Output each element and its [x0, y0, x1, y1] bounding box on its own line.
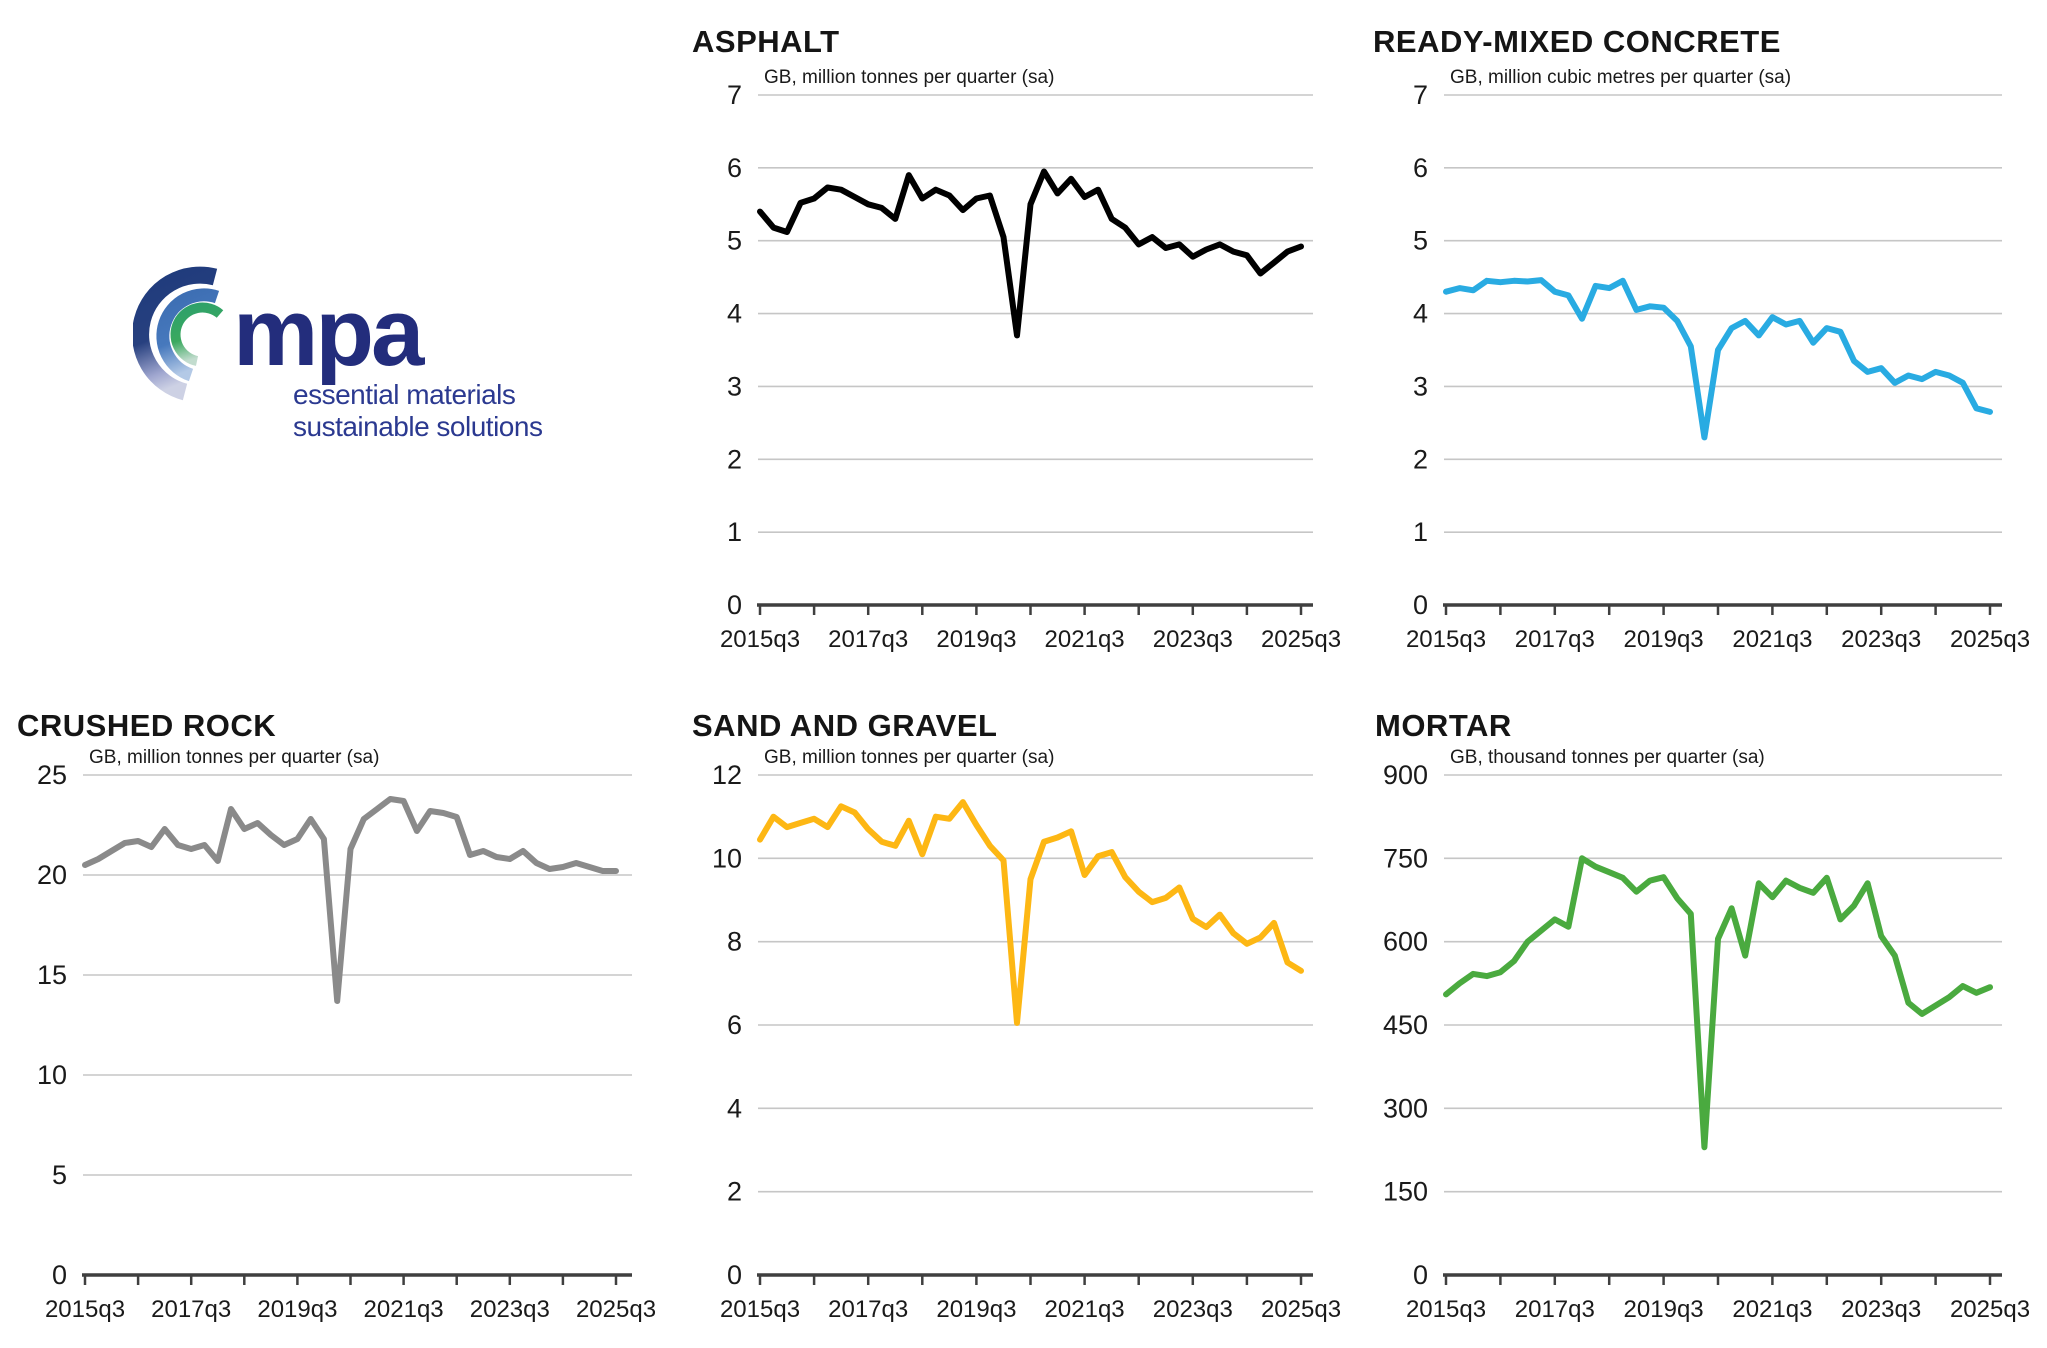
x-axis-label: 2015q3 [1406, 1296, 1486, 1323]
x-axis-label: 2021q3 [1732, 1296, 1812, 1323]
logo-arcs-icon [133, 266, 224, 401]
rmc-chart-title: READY-MIXED CONCRETE [1373, 24, 1781, 59]
y-axis-label: 4 [1413, 299, 1428, 329]
y-axis-label: 7 [1413, 80, 1428, 110]
y-axis-label: 10 [37, 1060, 67, 1090]
x-axis-label: 2015q3 [720, 626, 800, 653]
y-axis-label: 10 [712, 843, 742, 873]
y-axis-label: 8 [727, 927, 742, 957]
y-axis-label: 4 [727, 1093, 742, 1123]
y-axis-label: 1 [727, 517, 742, 547]
x-axis-label: 2019q3 [936, 1296, 1016, 1323]
series-line-asphalt [757, 168, 1304, 339]
x-axis-label: 2025q3 [1261, 1296, 1341, 1323]
sand-plot: 0 2 4 6 8 10 12 2015q3 2017q3 2019q3 2021q3 2023q3 2… [712, 760, 1341, 1323]
rmc-chart-subtitle: GB, million cubic metres per quarter (sa… [1450, 67, 1792, 88]
y-axis-label: 1 [1413, 517, 1428, 547]
mortar-chart-subtitle: GB, thousand tonnes per quarter (sa) [1450, 747, 1765, 768]
y-axis-label: 15 [37, 960, 67, 990]
y-axis-label: 3 [1413, 371, 1428, 401]
logo-wordmark: mpa [233, 279, 425, 386]
y-axis-label: 4 [727, 299, 742, 329]
x-axis-label: 2017q3 [1515, 1296, 1595, 1323]
sand-gravel-chart-title: SAND AND GRAVEL [692, 708, 998, 743]
y-axis-label: 6 [1413, 153, 1428, 183]
y-axis-label: 0 [52, 1260, 67, 1290]
x-axis-label: 2025q3 [1261, 626, 1341, 653]
series-line-crushed [82, 796, 619, 1004]
asphalt-chart-title: ASPHALT [692, 24, 840, 59]
x-axis-label: 2021q3 [1732, 626, 1812, 653]
sand-gravel-chart-subtitle: GB, million tonnes per quarter (sa) [764, 747, 1055, 768]
x-axis-label: 2025q3 [576, 1296, 656, 1323]
y-axis-label: 3 [727, 371, 742, 401]
y-axis-label: 5 [52, 1160, 67, 1190]
x-axis-label: 2025q3 [1950, 1296, 2030, 1323]
x-axis-label: 2021q3 [1045, 626, 1125, 653]
y-axis-label: 2 [1413, 444, 1428, 474]
x-axis-label: 2019q3 [257, 1296, 337, 1323]
x-axis-label: 2015q3 [45, 1296, 125, 1323]
y-axis-label: 20 [37, 860, 67, 890]
x-axis-label: 2019q3 [936, 626, 1016, 653]
y-axis-label: 300 [1383, 1093, 1428, 1123]
x-axis-label: 2021q3 [1045, 1296, 1125, 1323]
crushed-rock-chart-title: CRUSHED ROCK [17, 708, 277, 743]
y-axis-label: 7 [727, 80, 742, 110]
x-axis-label: 2023q3 [470, 1296, 550, 1323]
x-axis-label: 2023q3 [1841, 1296, 1921, 1323]
y-axis-label: 5 [727, 226, 742, 256]
mortar-chart-title: MORTAR [1375, 708, 1512, 743]
asphalt-chart-subtitle: GB, million tonnes per quarter (sa) [764, 67, 1055, 88]
x-axis-label: 2023q3 [1841, 626, 1921, 653]
x-axis-label: 2019q3 [1624, 626, 1704, 653]
x-axis-label: 2017q3 [828, 1296, 908, 1323]
series-line-mortar [1443, 855, 1993, 1151]
x-axis-label: 2023q3 [1153, 1296, 1233, 1323]
x-axis-label: 2015q3 [1406, 626, 1486, 653]
y-axis-label: 2 [727, 444, 742, 474]
mpa-logo: mpa essential materials sustainable solu… [133, 266, 543, 442]
y-axis-label: 5 [1413, 226, 1428, 256]
y-axis-label: 0 [727, 590, 742, 620]
y-axis-label: 450 [1383, 1010, 1428, 1040]
x-axis-label: 2017q3 [151, 1296, 231, 1323]
logo-tagline-line1: essential materials [293, 379, 515, 410]
x-axis-label: 2017q3 [828, 626, 908, 653]
asphalt-plot: 0 1 2 3 4 5 6 7 2015q3 2017q3 2019q3 2021q3 2023q3 20… [720, 80, 1341, 653]
mortar-plot: 0 150 300 450 600 750 900 2015q3 2017q3 2019q3 202… [1383, 760, 2030, 1323]
crushed-rock-chart-subtitle: GB, million tonnes per quarter (sa) [89, 747, 380, 768]
y-axis-label: 25 [37, 760, 67, 790]
series-line-sand [757, 799, 1304, 1026]
y-axis-label: 600 [1383, 927, 1428, 957]
y-axis-label: 12 [712, 760, 742, 790]
series-line-rmc [1443, 277, 1993, 441]
y-axis-label: 0 [727, 1260, 742, 1290]
y-axis-label: 6 [727, 1010, 742, 1040]
rmc-plot: 0 1 2 3 4 5 6 7 2015q3 2017q3 2019q3 2021q3 2023q3 20… [1406, 80, 2030, 653]
y-axis-label: 750 [1383, 843, 1428, 873]
crushed-plot: 0 5 10 15 20 25 2015q3 2017q3 2019q3 2021q3 2023q3… [37, 760, 656, 1323]
y-axis-label: 2 [727, 1177, 742, 1207]
x-axis-label: 2015q3 [720, 1296, 800, 1323]
x-axis-label: 2023q3 [1153, 626, 1233, 653]
x-axis-label: 2021q3 [364, 1296, 444, 1323]
logo-tagline-line2: sustainable solutions [293, 411, 542, 442]
y-axis-label: 150 [1383, 1177, 1428, 1207]
x-axis-label: 2025q3 [1950, 626, 2030, 653]
y-axis-label: 6 [727, 153, 742, 183]
y-axis-label: 0 [1413, 590, 1428, 620]
x-axis-label: 2017q3 [1515, 626, 1595, 653]
y-axis-label: 900 [1383, 760, 1428, 790]
y-axis-label: 0 [1413, 1260, 1428, 1290]
x-axis-label: 2019q3 [1624, 1296, 1704, 1323]
